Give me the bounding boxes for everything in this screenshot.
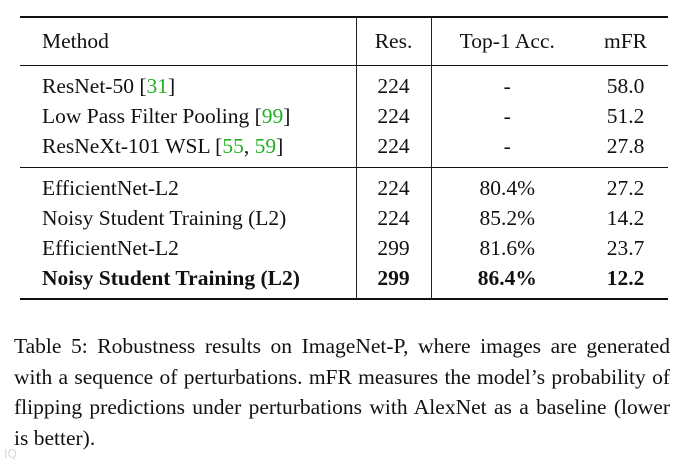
top1-cell: 85.2%: [430, 204, 583, 234]
res-cell: 299: [355, 234, 431, 264]
res-cell: 224: [355, 204, 431, 234]
citation-separator: ,: [243, 134, 255, 159]
results-table: Method Res. Top-1 Acc. mFR ResNet-50 [31…: [20, 16, 668, 300]
table-row: ResNet-50 [31] 224 - 58.0: [20, 65, 668, 103]
method-cell: EfficientNet-L2: [42, 236, 179, 261]
table-row: Noisy Student Training (L2) 224 85.2% 14…: [20, 204, 668, 234]
mfr-cell: 14.2: [606, 206, 645, 231]
table-row: Low Pass Filter Pooling [99] 224 - 51.2: [20, 102, 668, 132]
mfr-cell: 12.2: [606, 266, 645, 291]
top1-cell: -: [430, 102, 583, 132]
top1-cell: -: [430, 132, 583, 168]
top1-cell: 86.4%: [430, 264, 583, 299]
method-cell: EfficientNet-L2: [42, 176, 179, 201]
efficientnet-group: EfficientNet-L2 224 80.4% 27.2 Noisy Stu…: [20, 167, 668, 299]
method-cell: Noisy Student Training (L2): [42, 206, 287, 231]
citation-link[interactable]: 99: [261, 104, 284, 129]
res-cell: 224: [355, 132, 431, 168]
res-cell: 224: [355, 102, 431, 132]
mfr-cell: 27.2: [606, 176, 645, 201]
citation-close: ]: [276, 134, 284, 159]
header-top1: Top-1 Acc.: [430, 17, 583, 66]
header-method: Method: [42, 28, 109, 53]
header-row: Method Res. Top-1 Acc. mFR: [20, 17, 668, 66]
results-table-container: Method Res. Top-1 Acc. mFR ResNet-50 [31…: [20, 16, 668, 300]
top1-cell: -: [430, 65, 583, 102]
res-cell: 224: [355, 167, 431, 204]
res-cell: 224: [355, 65, 431, 102]
table-row: EfficientNet-L2 299 81.6% 23.7: [20, 234, 668, 264]
table-caption: Table 5: Robustness results on ImageNet-…: [14, 334, 670, 450]
citation-close: ]: [283, 104, 291, 129]
table-header: Method Res. Top-1 Acc. mFR: [20, 17, 668, 66]
citation-link[interactable]: 59: [254, 134, 277, 159]
citation-link[interactable]: 55: [222, 134, 244, 159]
table-row: ResNeXt-101 WSL [55, 59] 224 - 27.8: [20, 132, 668, 168]
mfr-cell: 27.8: [606, 134, 645, 159]
method-cell: ResNet-50 [31]: [20, 66, 356, 103]
top1-cell: 80.4%: [430, 167, 583, 204]
header-mfr: mFR: [603, 28, 648, 53]
method-name: ResNet-50 [: [42, 74, 147, 99]
baseline-group: ResNet-50 [31] 224 - 58.0 Low Pass Filte…: [20, 65, 668, 168]
watermark-logo: IQ: [4, 447, 17, 461]
method-name: Low Pass Filter Pooling [: [42, 104, 262, 129]
header-res: Res.: [355, 17, 431, 66]
mfr-cell: 51.2: [606, 104, 645, 129]
top1-cell: 81.6%: [430, 234, 583, 264]
table-row: EfficientNet-L2 224 80.4% 27.2: [20, 167, 668, 204]
method-cell: ResNeXt-101 WSL [55, 59]: [20, 132, 356, 168]
citation-close: ]: [168, 74, 176, 99]
mfr-cell: 23.7: [606, 236, 645, 261]
best-result-row: Noisy Student Training (L2) 299 86.4% 12…: [20, 264, 668, 299]
method-cell: Noisy Student Training (L2): [42, 266, 300, 291]
method-cell: Low Pass Filter Pooling [99]: [20, 102, 356, 132]
res-cell: 299: [355, 264, 431, 299]
method-name: ResNeXt-101 WSL [: [42, 134, 223, 159]
mfr-cell: 58.0: [606, 74, 645, 99]
citation-link[interactable]: 31: [146, 74, 169, 99]
